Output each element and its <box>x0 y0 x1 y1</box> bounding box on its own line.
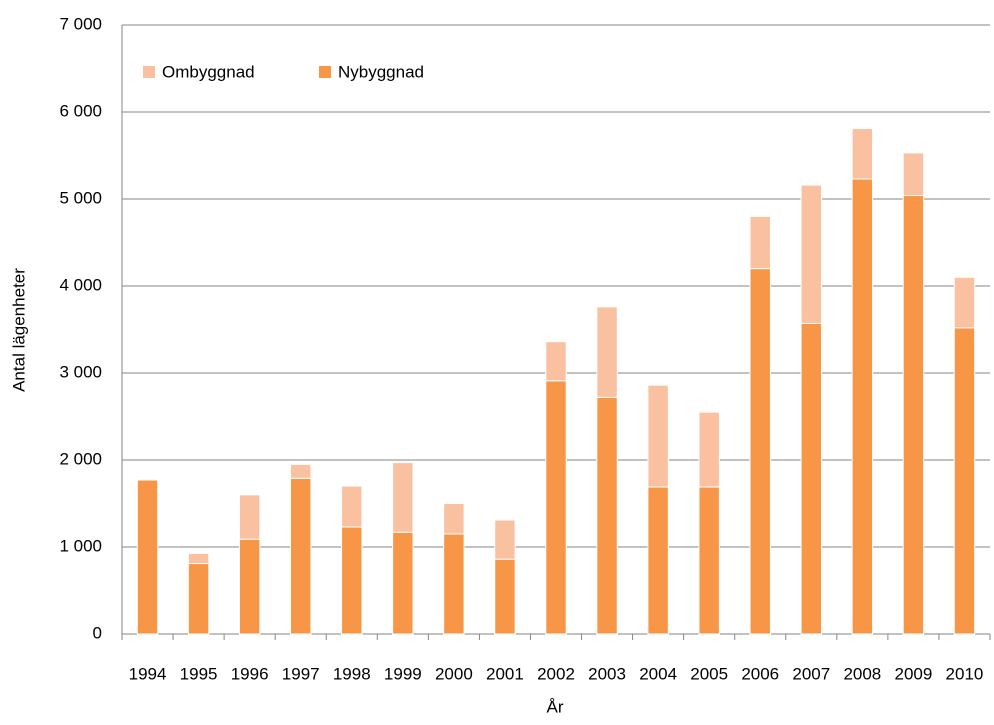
bar-segment <box>238 494 261 540</box>
y-tick-label: 7 000 <box>59 14 102 33</box>
bar-segment <box>238 538 261 635</box>
bar-segment <box>289 477 312 635</box>
bar-segment <box>545 380 567 635</box>
bar-segment <box>851 128 874 180</box>
x-tick-label: 2002 <box>537 664 575 683</box>
x-tick-label: 2009 <box>894 664 932 683</box>
y-axis-label: Antal lägenheter <box>9 268 28 392</box>
x-tick-label: 1999 <box>384 664 422 683</box>
x-tick-label: 1995 <box>180 664 218 683</box>
x-axis-label: År <box>547 697 564 716</box>
x-tick-label: 1994 <box>129 664 167 683</box>
bar-segment <box>187 563 210 635</box>
y-tick-label: 2 000 <box>59 449 102 468</box>
legend-label: Ombyggnad <box>162 62 255 81</box>
bar-segment <box>953 276 976 329</box>
legend-swatch <box>319 66 331 78</box>
x-tick-label: 1996 <box>231 664 269 683</box>
bar-segment <box>494 519 516 560</box>
bar-segment <box>647 486 669 635</box>
bar-segment <box>443 533 465 635</box>
bar-segment <box>902 195 925 635</box>
bar-segment <box>596 306 618 398</box>
y-tick-label: 3 000 <box>59 362 102 381</box>
bar-segment <box>698 486 720 635</box>
bar-segment <box>289 463 312 479</box>
bar-segment <box>392 462 414 533</box>
bar-segment <box>392 531 414 635</box>
bar-segment <box>800 322 823 635</box>
x-tick-label: 2003 <box>588 664 626 683</box>
bar-segment <box>341 526 363 635</box>
x-tick-label: 2001 <box>486 664 524 683</box>
bar-segment <box>647 384 669 488</box>
y-tick-label: 6 000 <box>59 101 102 120</box>
bar-segment <box>698 411 720 488</box>
y-tick-label: 1 000 <box>59 536 102 555</box>
bar-segment <box>953 327 976 635</box>
bar-segment <box>749 268 771 635</box>
bar-segment <box>800 184 823 324</box>
bar-segment <box>851 178 874 635</box>
bar-segment <box>596 396 618 635</box>
x-tick-label: 2010 <box>946 664 984 683</box>
bar-segment <box>443 503 465 535</box>
x-tick-label: 1997 <box>282 664 320 683</box>
bar-segment <box>545 341 567 382</box>
legend-swatch <box>143 66 155 78</box>
x-tick-label: 1998 <box>333 664 371 683</box>
bar-segment <box>902 152 925 197</box>
x-tick-label: 2007 <box>792 664 830 683</box>
x-tick-label: 2008 <box>843 664 881 683</box>
bar-segment <box>187 553 210 565</box>
y-tick-label: 5 000 <box>59 188 102 207</box>
y-tick-label: 4 000 <box>59 275 102 294</box>
x-tick-label: 2000 <box>435 664 473 683</box>
bar-segment <box>749 215 771 270</box>
y-tick-label: 0 <box>93 623 102 642</box>
x-tick-label: 2004 <box>639 664 677 683</box>
x-tick-label: 2005 <box>690 664 728 683</box>
bar-segment <box>494 558 516 635</box>
bar-segment <box>136 479 159 635</box>
bar-segment <box>341 485 363 528</box>
legend-label: Nybyggnad <box>338 62 424 81</box>
x-tick-label: 2006 <box>741 664 779 683</box>
